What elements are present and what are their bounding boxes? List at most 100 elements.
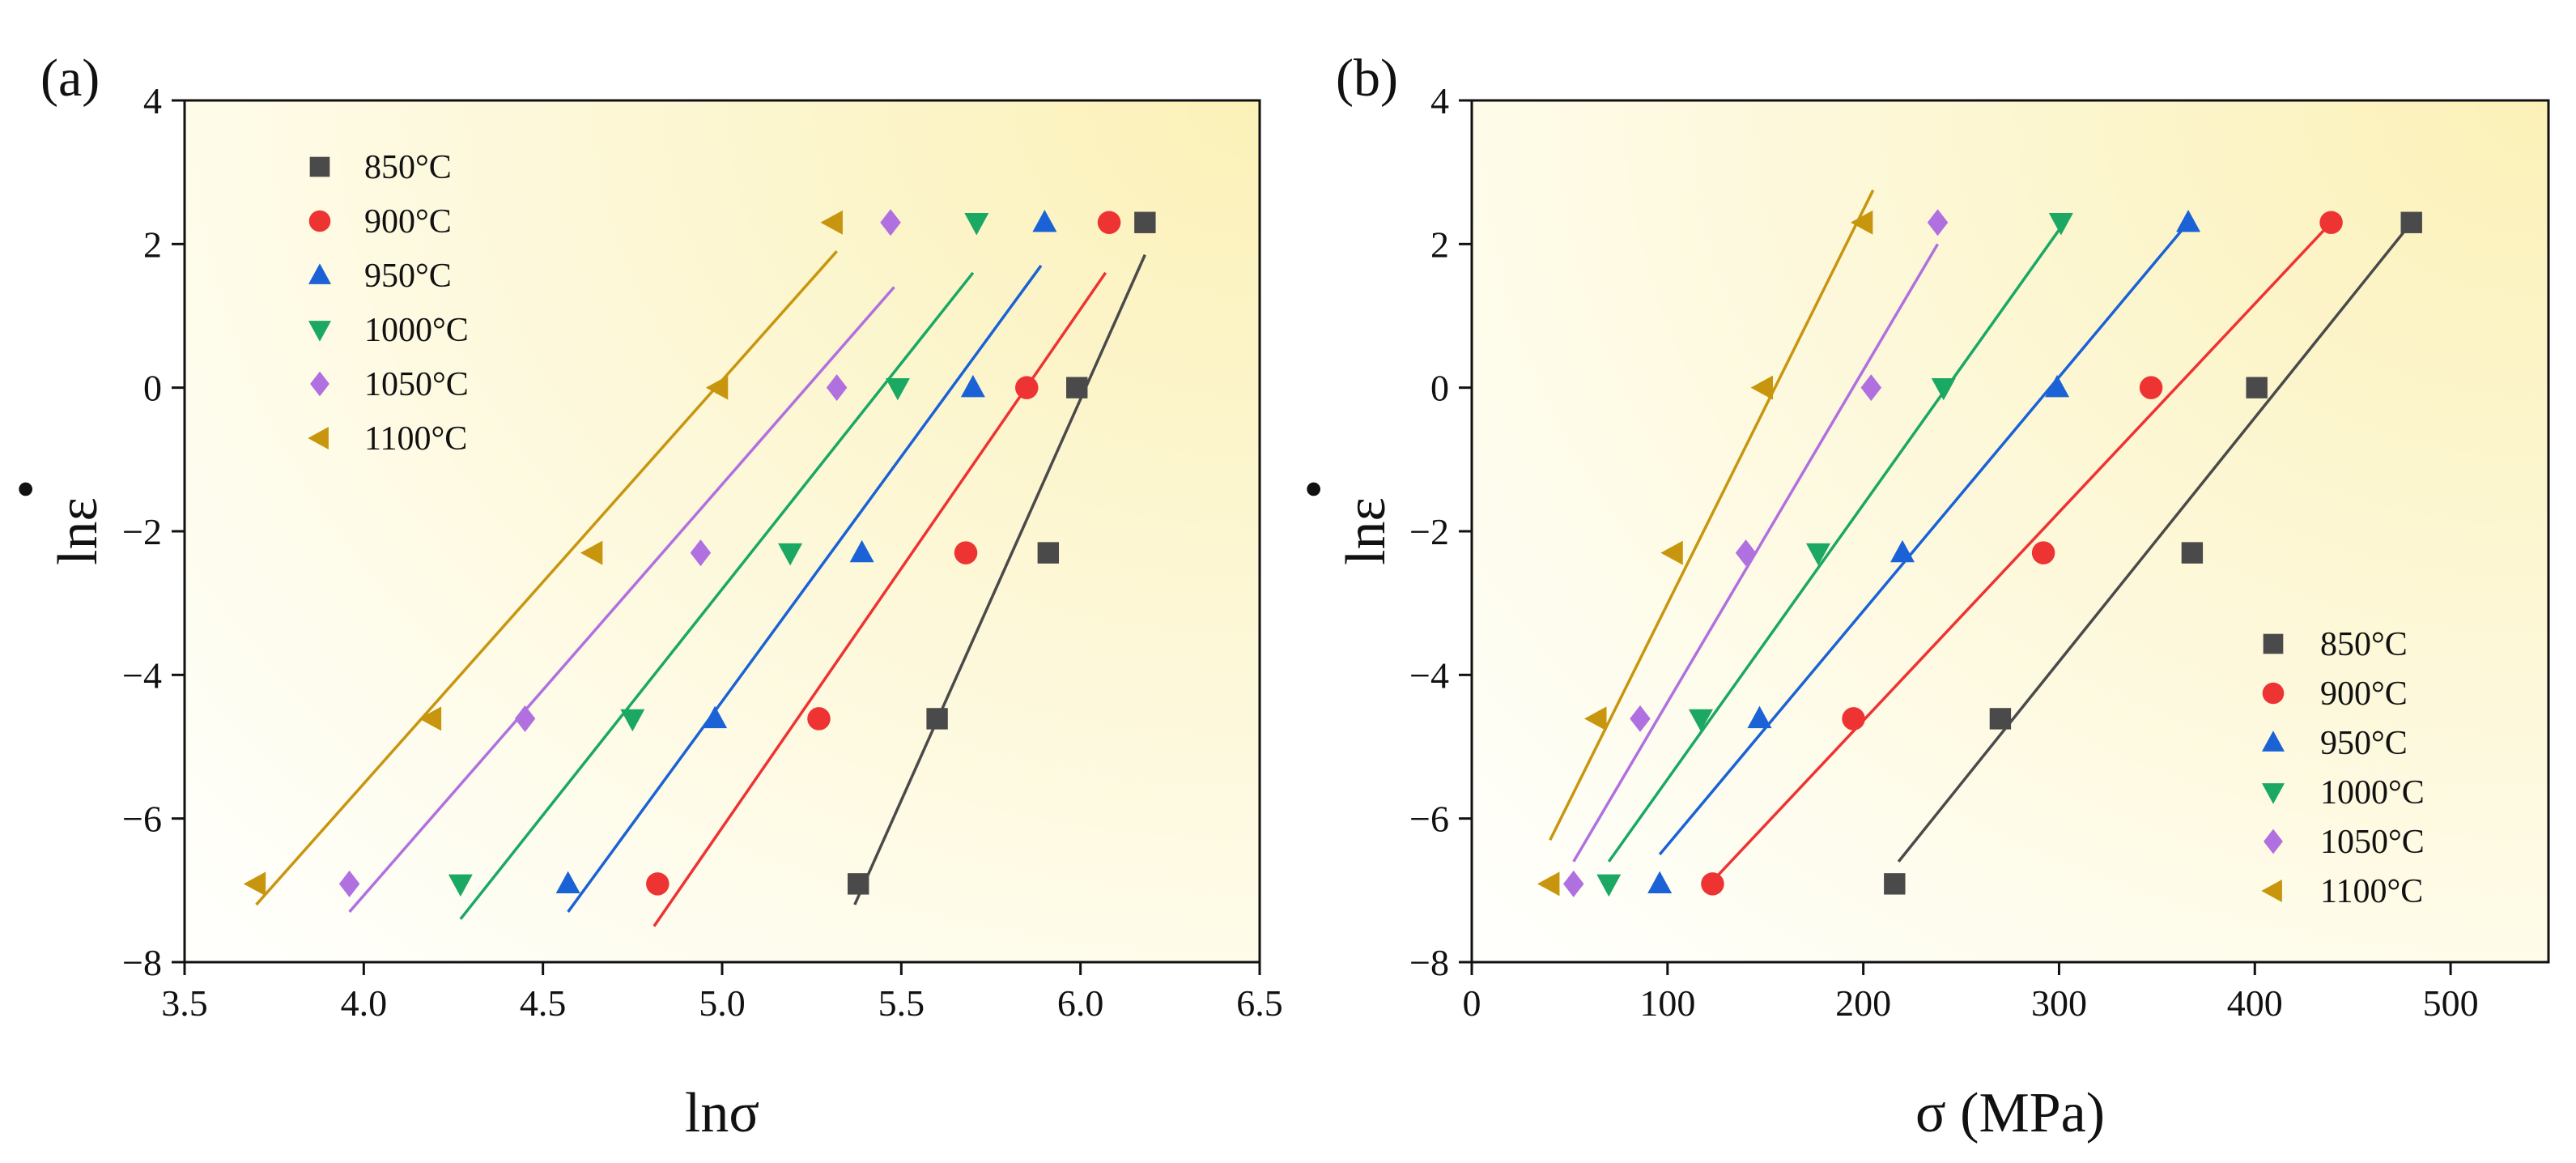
panel-label-b: (b) — [1336, 49, 1398, 108]
data-point-1000 — [778, 543, 803, 566]
y-tick-label: −4 — [122, 654, 162, 696]
legend-marker-950 — [308, 263, 331, 284]
data-point-1000 — [964, 213, 989, 236]
data-point-1100 — [1750, 375, 1774, 400]
data-point-1050 — [1630, 705, 1651, 732]
data-point-1000 — [448, 874, 473, 897]
legend-b: 850°C 900°C 950°C 1000°C 1050°C 1100°C — [2261, 626, 2425, 910]
data-point-850 — [2400, 211, 2422, 233]
chart-panel-a: 3.5 4.0 4.5 5.0 5.5 6.0 6.5 −8 −6 −4 −2 0 2 4 850°C 9… — [0, 49, 1283, 1144]
data-point-900 — [1015, 376, 1039, 399]
y-axis-label-b: lnε • — [1283, 479, 1397, 565]
data-point-1000 — [620, 709, 645, 732]
data-point-1000 — [1806, 543, 1831, 566]
legend-label-850: 850°C — [364, 149, 452, 186]
y-axis-label-a: lnε • — [0, 479, 109, 565]
legend-marker-1050 — [310, 371, 329, 397]
data-point-950 — [1032, 209, 1057, 232]
x-tick-label: 5.5 — [878, 982, 925, 1024]
data-point-850 — [1037, 542, 1060, 564]
data-point-900 — [646, 872, 670, 896]
legend-label-1100: 1100°C — [364, 420, 467, 458]
data-point-950 — [703, 705, 728, 729]
data-point-1100 — [243, 871, 266, 897]
data-point-1050 — [690, 539, 712, 567]
x-tick-label: 6.0 — [1057, 982, 1104, 1024]
data-point-950 — [555, 871, 580, 894]
data-point-900 — [1097, 211, 1121, 234]
x-tick-label: 4.0 — [341, 982, 388, 1024]
data-point-1100 — [1660, 540, 1683, 565]
x-tick-label: 400 — [2227, 982, 2283, 1024]
legend-marker-1000 — [308, 321, 331, 342]
x-tick-label: 300 — [2031, 982, 2087, 1024]
fit-line-1100 — [1549, 190, 1875, 841]
legend-marker-850 — [2263, 633, 2284, 654]
y-tick-label: 4 — [1430, 80, 1449, 121]
legend-label-900: 900°C — [364, 203, 452, 241]
x-tick-label: 0 — [1463, 982, 1481, 1024]
data-point-1100 — [705, 375, 729, 400]
plot-area-a — [185, 100, 1260, 962]
y-tick-label: −6 — [1409, 799, 1449, 840]
data-point-1000 — [1688, 709, 1713, 732]
data-point-1100 — [580, 540, 603, 565]
legend-marker-900 — [2262, 682, 2285, 705]
data-point-850 — [2246, 377, 2268, 398]
fit-line-850 — [1897, 221, 2413, 863]
legend-marker-850 — [309, 156, 330, 177]
y-axis-label-dot-b: • — [1283, 479, 1345, 500]
data-point-1050 — [514, 705, 536, 732]
x-axis-b: 0 100 200 300 400 500 — [1463, 962, 2479, 1024]
data-point-950 — [1747, 705, 1772, 729]
legend-label-1100: 1100°C — [2320, 873, 2423, 910]
x-axis-a: 3.5 4.0 4.5 5.0 5.5 6.0 6.5 — [161, 962, 1283, 1024]
legend-label-1050: 1050°C — [364, 366, 469, 403]
data-point-900 — [1842, 707, 1865, 731]
legend-label-1050: 1050°C — [2320, 824, 2425, 861]
data-point-1050 — [880, 209, 901, 236]
x-axis-label-b: σ (MPa) — [1915, 1082, 2105, 1144]
y-tick-label: −6 — [122, 799, 162, 840]
legend-label-1000: 1000°C — [364, 312, 469, 349]
x-tick-label: 5.0 — [699, 982, 746, 1024]
x-tick-label: 4.5 — [520, 982, 567, 1024]
legend-label-850: 850°C — [2320, 626, 2408, 663]
data-point-850 — [926, 708, 948, 730]
x-tick-label: 3.5 — [161, 982, 208, 1024]
y-tick-label: 2 — [1430, 224, 1449, 265]
data-markers-b — [1537, 209, 2422, 897]
y-tick-label: −8 — [1409, 942, 1449, 983]
legend-label-1000: 1000°C — [2320, 774, 2425, 812]
fit-line-1000 — [1607, 218, 2068, 863]
y-tick-label: 2 — [143, 224, 162, 265]
y-axis-a: −8 −6 −4 −2 0 2 4 — [122, 80, 185, 983]
legend-label-950: 950°C — [2320, 725, 2408, 762]
data-point-1100 — [1537, 871, 1560, 897]
y-tick-label: −8 — [122, 942, 162, 983]
fit-line-950 — [1658, 221, 2190, 856]
x-tick-label: 200 — [1835, 982, 1891, 1024]
x-axis-label-a: lnσ — [685, 1082, 759, 1144]
data-point-900 — [2319, 211, 2343, 234]
data-point-1100 — [1584, 706, 1607, 731]
data-point-1000 — [2048, 213, 2073, 236]
data-point-950 — [1890, 539, 1915, 563]
y-axis-label-dot-a: • — [0, 479, 57, 500]
legend-marker-1100 — [2261, 880, 2282, 902]
x-tick-label: 500 — [2423, 982, 2479, 1024]
y-axis-label-text-a: lnε — [47, 497, 109, 565]
y-tick-label: 0 — [143, 368, 162, 409]
data-point-950 — [849, 539, 874, 563]
data-point-900 — [807, 707, 831, 731]
data-point-1050 — [1860, 374, 1882, 402]
data-point-1050 — [1562, 870, 1584, 897]
data-point-850 — [1989, 708, 2012, 730]
plot-area-b — [1472, 100, 2548, 962]
data-point-900 — [954, 541, 978, 564]
chart-panel-b: 0 100 200 300 400 500 −8 −6 −4 −2 0 2 4 850°C 900°C 9… — [1283, 49, 2550, 1144]
y-tick-label: −2 — [122, 511, 162, 552]
data-point-950 — [2045, 374, 2070, 398]
y-tick-label: 4 — [143, 80, 162, 121]
